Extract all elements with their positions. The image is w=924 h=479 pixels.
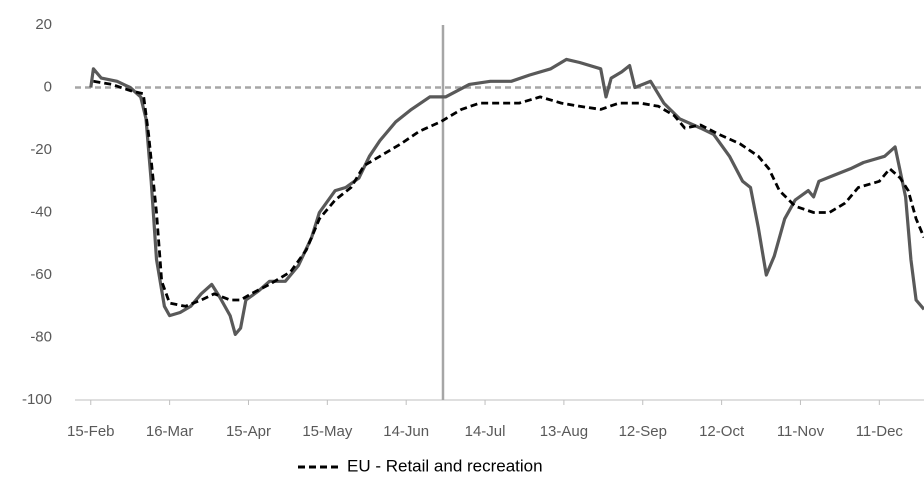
y-tick-label: -60 xyxy=(30,266,52,283)
y-tick-label: -20 xyxy=(30,141,52,158)
y-tick-label: -40 xyxy=(30,203,52,220)
x-tick-label: 15-May xyxy=(302,423,353,440)
y-tick-label: -100 xyxy=(22,391,52,408)
x-tick-label: 12-Sep xyxy=(619,423,667,440)
x-tick-label: 14-Jun xyxy=(383,423,429,440)
x-tick-label: 13-Aug xyxy=(540,423,588,440)
y-tick-label: -80 xyxy=(30,328,52,345)
series-line xyxy=(93,79,924,308)
y-tick-label: 20 xyxy=(35,16,52,33)
legend-text: EU - Retail and recreation xyxy=(347,456,543,475)
x-tick-label: 14-Jul xyxy=(465,423,506,440)
x-tick-label: 12-Oct xyxy=(699,423,745,440)
x-tick-label: 16-Mar xyxy=(146,423,194,440)
series-line xyxy=(89,57,924,336)
x-tick-label: 15-Apr xyxy=(226,423,271,440)
y-tick-label: 0 xyxy=(44,78,52,95)
x-tick-label: 15-Feb xyxy=(67,423,115,440)
x-tick-label: 11-Nov xyxy=(777,423,825,440)
x-tick-label: 11-Dec xyxy=(856,423,904,440)
